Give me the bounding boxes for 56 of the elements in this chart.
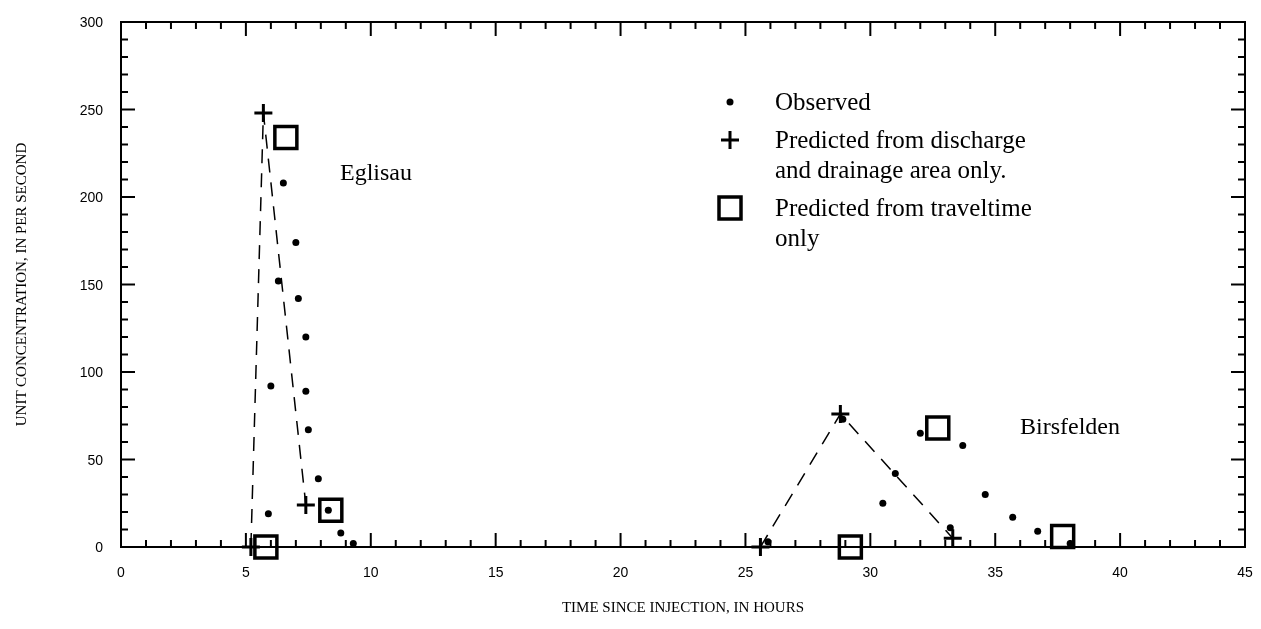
x-tick-label: 15 [487,564,504,580]
point [252,102,274,124]
point [302,387,310,395]
y-tick-label: 150 [79,276,104,293]
point [879,499,887,507]
x-tick-label: 20 [612,564,629,580]
y-tick-label: 250 [79,101,104,118]
y-tick-label: 300 [79,14,104,30]
y-tick-label: 50 [87,451,104,468]
point [273,124,299,151]
point [314,475,322,483]
point [829,403,851,425]
point [1009,513,1017,521]
annotation: Eglisau [340,159,412,185]
y-axis-title: UNIT CONCENTRATION, IN PER SECOND [13,142,29,427]
point [959,442,967,449]
point [304,426,312,434]
x-axis-title: TIME SINCE INJECTION, IN HOURS [561,599,805,615]
point [253,534,279,560]
point [279,179,287,187]
point [1034,527,1042,535]
point [264,510,272,518]
legend-label: Predicted from traveltime only [775,194,1032,251]
x-tick-label: 45 [1237,564,1253,580]
x-tick-label: 10 [362,564,379,580]
point [302,333,310,341]
point [925,415,951,441]
point [946,524,954,532]
point [294,295,302,302]
point [837,534,864,560]
y-tick-label: 100 [79,364,104,380]
point [764,538,772,546]
x-tick-label: 40 [1112,564,1129,580]
point [349,540,357,547]
point [267,382,275,390]
legend-label: Predicted from discharge and drainage area only. [775,126,1026,183]
point [981,491,989,498]
y-tick-label: 0 [95,539,104,555]
y-tick-label: 200 [79,189,104,205]
annotation: Birsfelden [1020,413,1120,439]
point [318,497,344,523]
point [337,529,345,537]
x-tick-label: 30 [862,564,879,580]
point [292,239,300,246]
point [749,536,771,558]
x-tick-label: 35 [987,564,1004,580]
point [1049,523,1076,550]
point [240,536,262,558]
point [942,527,964,549]
x-tick-label: 25 [737,564,754,580]
x-tick-label: 0 [117,564,126,580]
point [916,429,924,437]
point [891,470,899,477]
point [295,494,317,516]
x-tick-label: 5 [241,564,250,580]
legend-label: Observed [775,88,872,115]
